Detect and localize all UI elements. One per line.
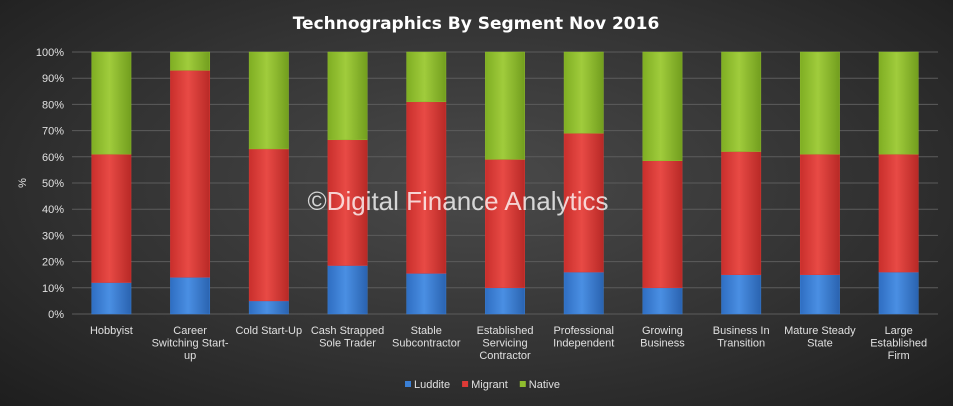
legend-swatch-luddite (405, 381, 411, 387)
bar-segment-native (485, 51, 525, 160)
y-tick-label: 0% (48, 309, 64, 321)
bar-segment-luddite (248, 300, 289, 315)
x-category-label: Large Established Firm (870, 325, 927, 362)
x-category-label: Cold Start-Up (235, 325, 302, 337)
y-tick-label: 80% (42, 99, 64, 111)
bar-segment-migrant (485, 159, 525, 289)
bar-segment-native (170, 51, 211, 71)
bar-segment-luddite (563, 271, 604, 315)
bar-segment-migrant (170, 70, 211, 278)
x-category-label: Career Switching Start-up (152, 325, 229, 362)
y-axis-ticks: 0% 10% 20% 30% 40% 50% 60% 70% 80% 90% 100% (36, 47, 64, 321)
legend-label: Native (529, 379, 560, 391)
y-tick-label: 10% (42, 283, 64, 295)
bar-segment-migrant (799, 153, 840, 275)
bar-segment-luddite (170, 277, 211, 315)
legend: Luddite Migrant Native (405, 379, 560, 391)
bar-segment-migrant (248, 148, 289, 302)
bar-segment-native (406, 51, 447, 103)
bar-segment-luddite (406, 273, 447, 315)
x-category-label: Stable Subcontractor (392, 325, 461, 350)
bar-segment-native (721, 51, 762, 152)
bar-segment-luddite (91, 282, 132, 315)
legend-label: Luddite (414, 379, 450, 391)
y-axis-label: % (17, 178, 29, 188)
legend-label: Migrant (471, 379, 508, 391)
chart-title: Technographics By Segment Nov 2016 (293, 14, 660, 34)
x-category-label: Cash Strapped Sole Trader (311, 325, 384, 350)
x-category-label: Professional Independent (553, 325, 614, 350)
bar-segment-migrant (563, 132, 604, 273)
x-category-label: Established Servicing Contractor (477, 325, 534, 362)
bar-segment-luddite (721, 274, 762, 315)
bar-segment-native (878, 51, 919, 155)
bar-segment-native (91, 51, 132, 155)
bar-segment-native (563, 51, 604, 134)
y-tick-label: 60% (42, 152, 64, 164)
bar-segment-migrant (721, 151, 762, 275)
x-category-label: Business In Transition (713, 325, 770, 350)
bar-segment-migrant (327, 139, 368, 266)
bar-segment-luddite (485, 287, 525, 315)
bar-segment-luddite (799, 274, 840, 315)
bar-segment-migrant (642, 160, 683, 289)
bar-segment-native (642, 51, 683, 161)
x-category-label: Growing Business (640, 325, 685, 350)
y-tick-label: 30% (42, 230, 64, 242)
bars (91, 51, 919, 315)
bar-segment-luddite (642, 287, 683, 315)
bar-segment-native (248, 51, 289, 150)
y-tick-label: 70% (42, 126, 64, 138)
x-category-label: Mature Steady State (784, 325, 856, 350)
y-tick-label: 100% (36, 47, 64, 59)
y-tick-label: 40% (42, 204, 64, 216)
y-tick-label: 20% (42, 257, 64, 269)
y-tick-label: 90% (42, 73, 64, 85)
bar-segment-native (799, 51, 840, 155)
legend-swatch-migrant (462, 381, 469, 387)
y-tick-label: 50% (42, 178, 64, 190)
watermark: ©Digital Finance Analytics (308, 186, 609, 216)
x-axis-categories: Hobbyist Career Switching Start-up Cold Sta… (90, 325, 927, 362)
bar-segment-luddite (878, 271, 919, 315)
x-category-label: Hobbyist (90, 325, 133, 337)
legend-swatch-native (519, 381, 526, 387)
bar-segment-migrant (91, 153, 132, 283)
bar-segment-luddite (327, 265, 368, 315)
bar-segment-native (327, 51, 368, 141)
bar-segment-migrant (878, 153, 919, 273)
bar-segment-migrant (406, 101, 447, 274)
